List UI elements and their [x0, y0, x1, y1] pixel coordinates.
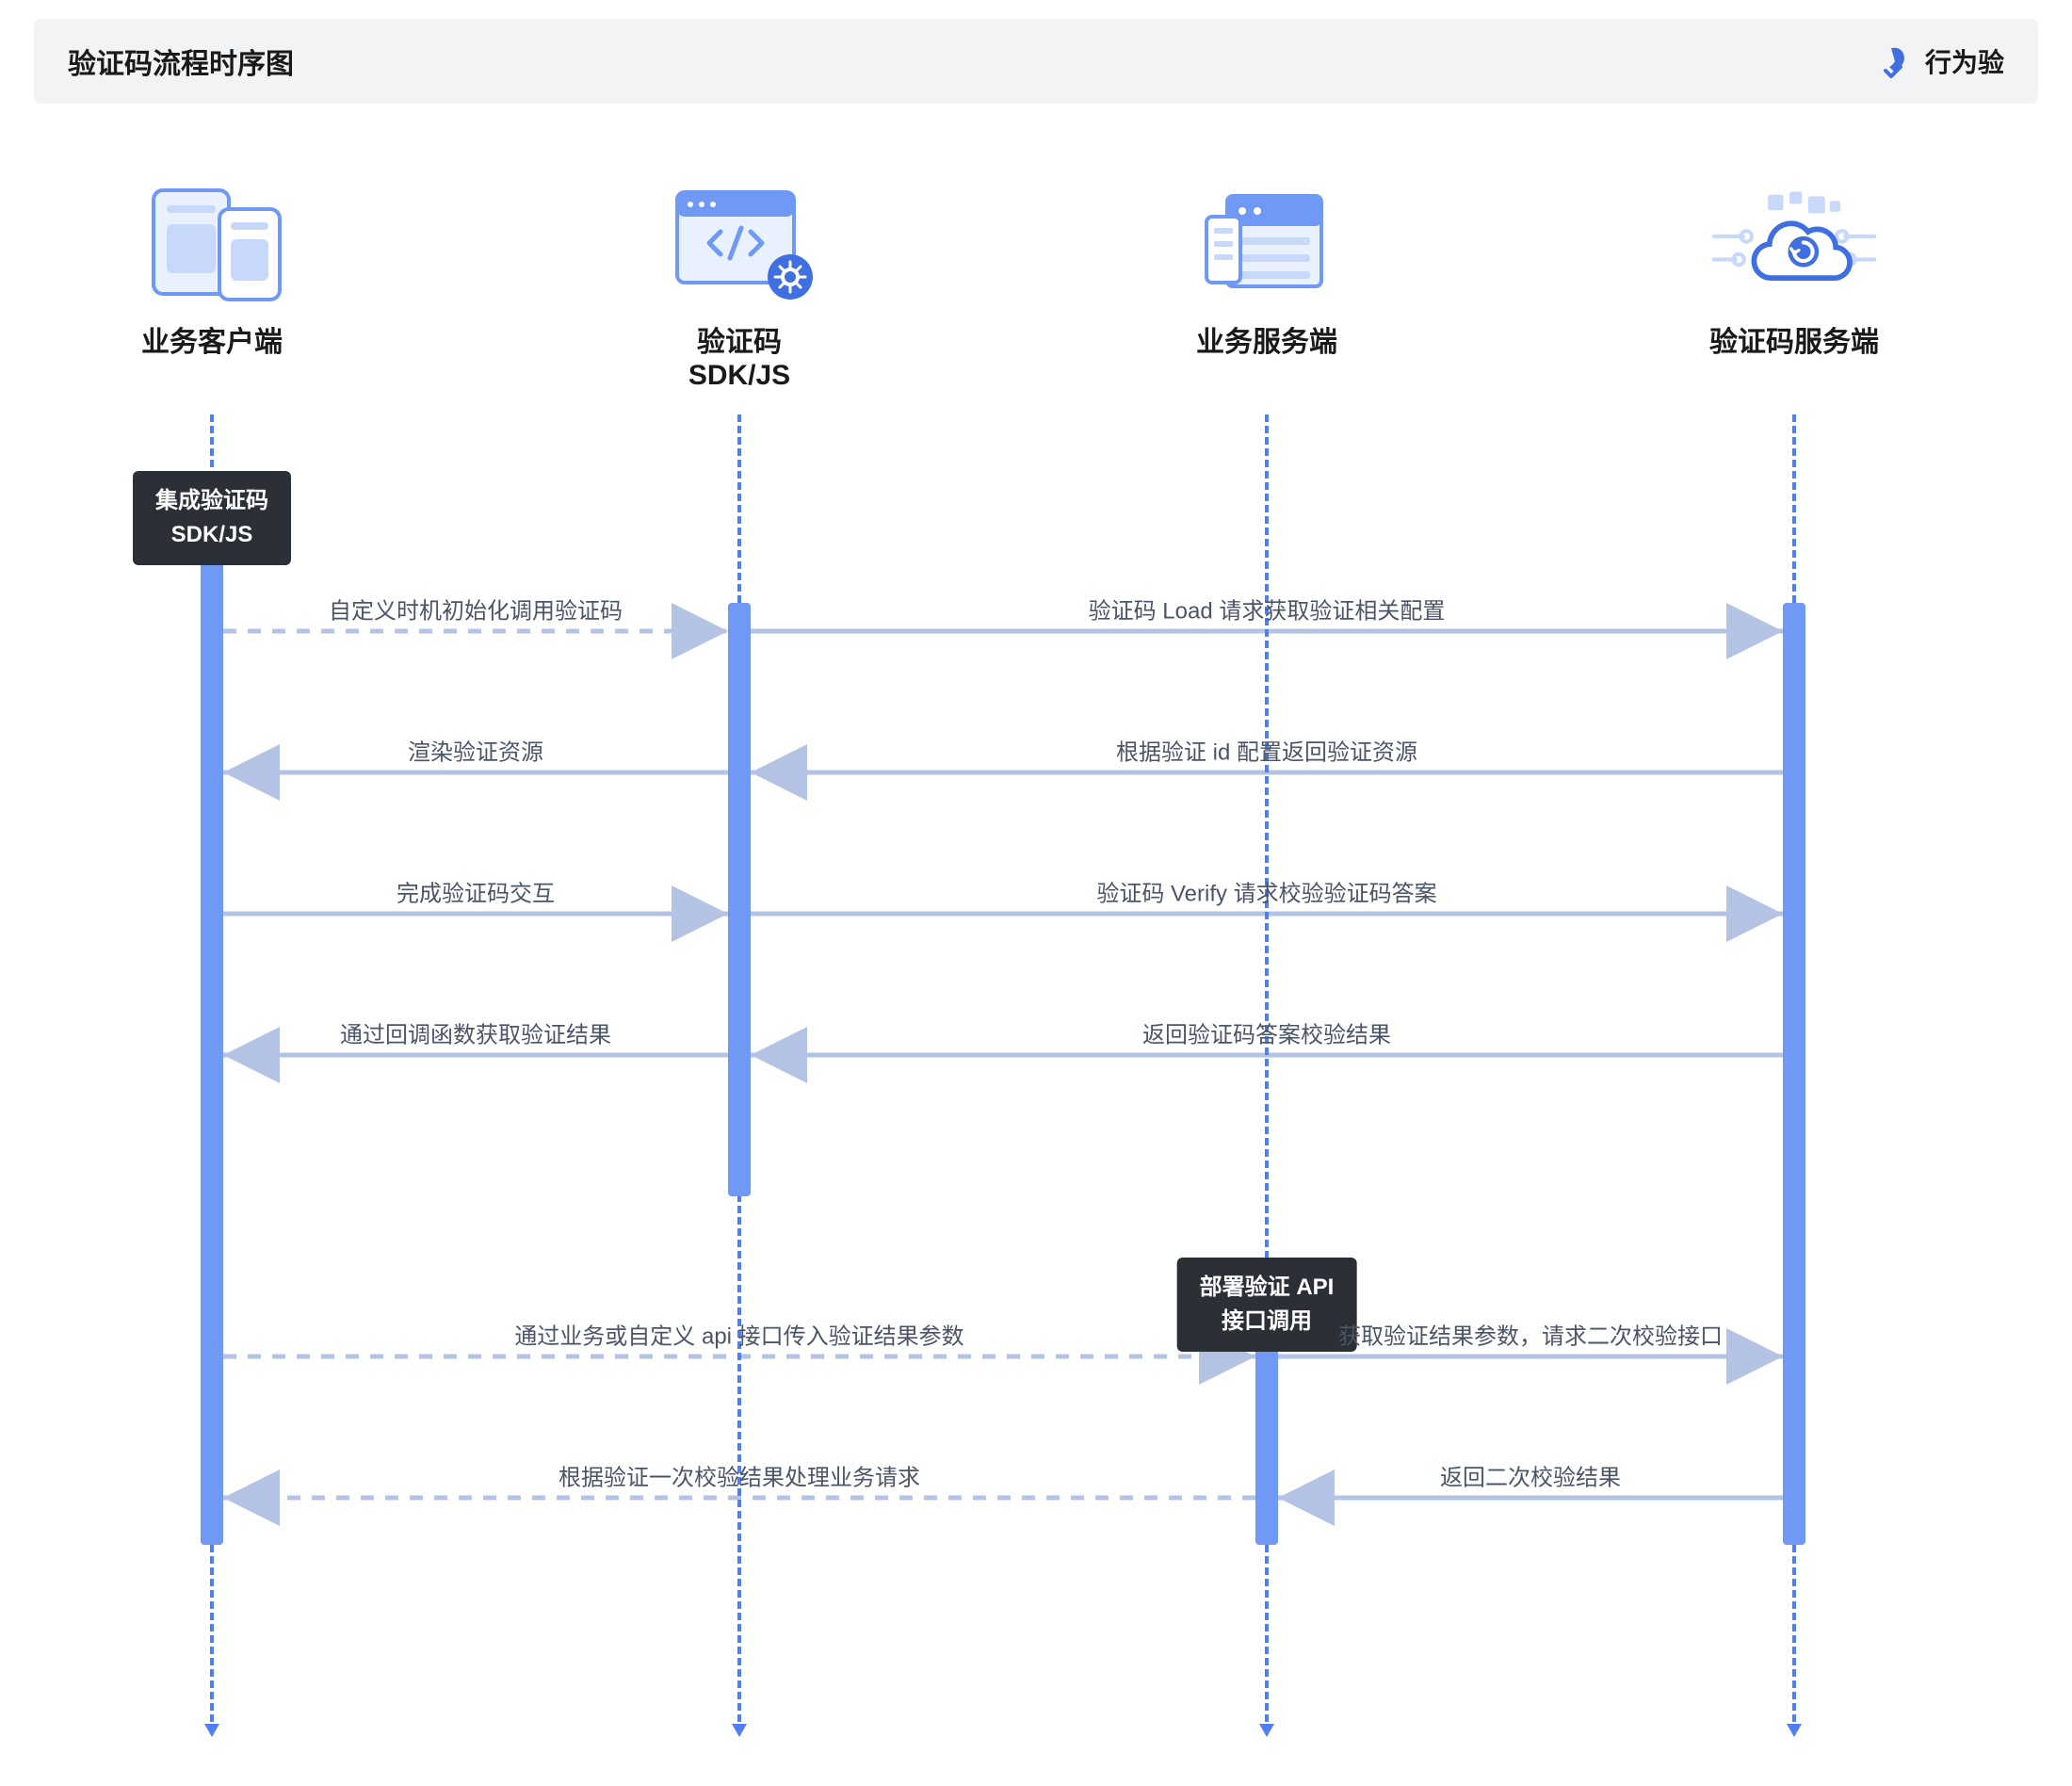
brand-badge: 行为验 [1882, 42, 2004, 80]
lane-head-biz: 业务服务端 [1173, 179, 1361, 360]
lane-head-client: 业务客户端 [118, 179, 306, 360]
message-label: 验证码 Verify 请求校验验证码答案 [1096, 875, 1436, 908]
activation-bar [1255, 1323, 1278, 1545]
brand-badge-label: 行为验 [1925, 42, 2004, 80]
lane-head-sdk: 验证码 SDK/JS [645, 179, 834, 392]
message-label: 根据验证 id 配置返回验证资源 [1116, 734, 1417, 767]
activation-bar [201, 537, 223, 1545]
activation-bar [728, 603, 751, 1196]
lane-label: 验证码 SDK/JS [645, 318, 834, 392]
brand-icon [1882, 44, 1916, 78]
lane-label: 验证码服务端 [1709, 318, 1879, 360]
lane-head-cap: 验证码服务端 [1700, 179, 1888, 360]
note-box: 集成验证码 SDK/JS [133, 471, 291, 565]
note-box: 部署验证 API 接口调用 [1177, 1258, 1357, 1352]
message-label: 自定义时机初始化调用验证码 [329, 593, 623, 625]
activation-bar [1783, 603, 1805, 1545]
lane-label: 业务客户端 [141, 318, 283, 360]
server-icon [1182, 179, 1352, 301]
diagram-container: 验证码流程时序图 行为验 业务客户端 验证码 SDK/JS [0, 0, 2072, 1786]
lane-label: 业务服务端 [1196, 318, 1337, 360]
sequence-stage: 集成验证码 SDK/JS部署验证 API 接口调用自定义时机初始化调用验证码验证… [34, 414, 2038, 1733]
code-icon [655, 179, 824, 301]
message-label: 根据验证一次校验结果处理业务请求 [558, 1459, 920, 1492]
message-label: 通过回调函数获取验证结果 [340, 1016, 611, 1049]
message-label: 返回二次校验结果 [1440, 1459, 1621, 1492]
message-label: 验证码 Load 请求获取验证相关配置 [1089, 593, 1446, 625]
message-label: 返回验证码答案校验结果 [1142, 1016, 1391, 1049]
message-label: 通过业务或自定义 api 接口传入验证结果参数 [514, 1318, 963, 1351]
message-label: 获取验证结果参数，请求二次校验接口 [1338, 1318, 1723, 1351]
diagram-title: 验证码流程时序图 [68, 41, 294, 82]
message-label: 渲染验证资源 [408, 734, 543, 767]
message-label: 完成验证码交互 [397, 875, 555, 908]
lane-headers: 业务客户端 验证码 SDK/JS 业务服务端 [34, 179, 2038, 414]
diagram-header: 验证码流程时序图 行为验 [34, 19, 2038, 104]
devices-icon [127, 179, 297, 301]
cloud-icon [1709, 179, 1879, 301]
